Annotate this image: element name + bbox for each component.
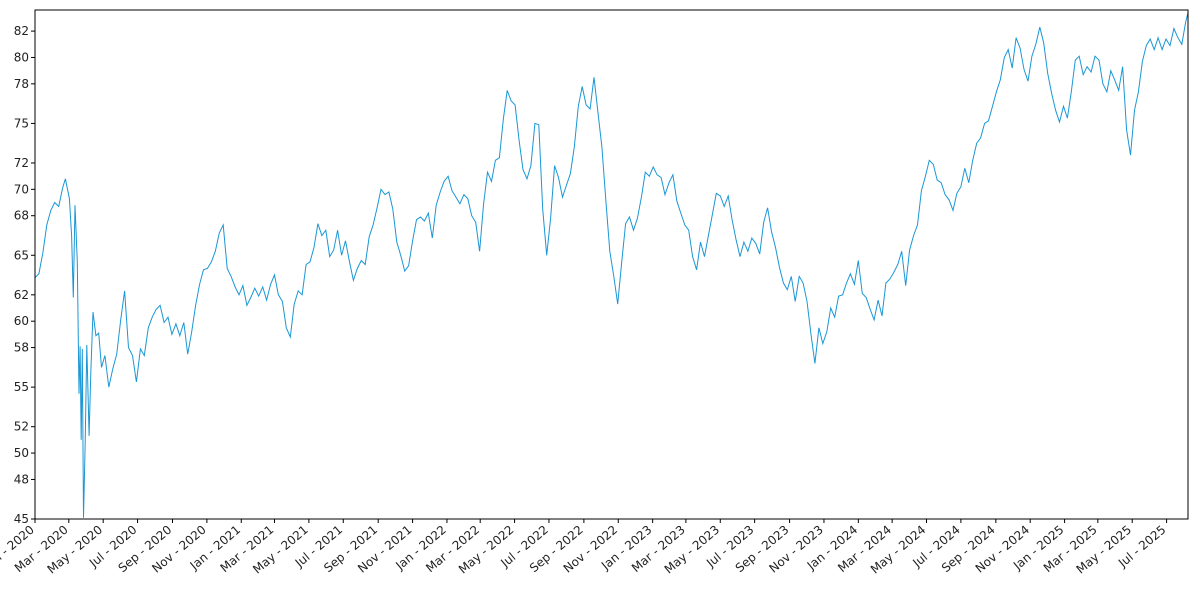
y-tick-label: 55 [14, 380, 29, 394]
y-tick-label: 52 [14, 420, 29, 434]
y-tick-label: 82 [14, 24, 29, 38]
y-tick-label: 65 [14, 248, 29, 262]
y-tick-label: 50 [14, 446, 29, 460]
y-tick-label: 80 [14, 50, 29, 64]
y-tick-label: 48 [14, 472, 29, 486]
y-tick-label: 72 [14, 156, 29, 170]
y-axis: 45 48 50 52 55 58 60 62 65 68 70 72 75 78 80 82 [14, 24, 35, 526]
plot-frame [34, 9, 1189, 520]
y-tick-label: 58 [14, 341, 29, 355]
y-tick-label: 75 [14, 116, 29, 130]
y-tick-label: 45 [14, 512, 29, 526]
y-tick-label: 62 [14, 288, 29, 302]
y-tick-label: 70 [14, 182, 29, 196]
series-line [34, 12, 1189, 518]
y-tick-label: 60 [14, 314, 29, 328]
y-tick-label: 68 [14, 209, 29, 223]
y-tick-label: 78 [14, 77, 29, 91]
